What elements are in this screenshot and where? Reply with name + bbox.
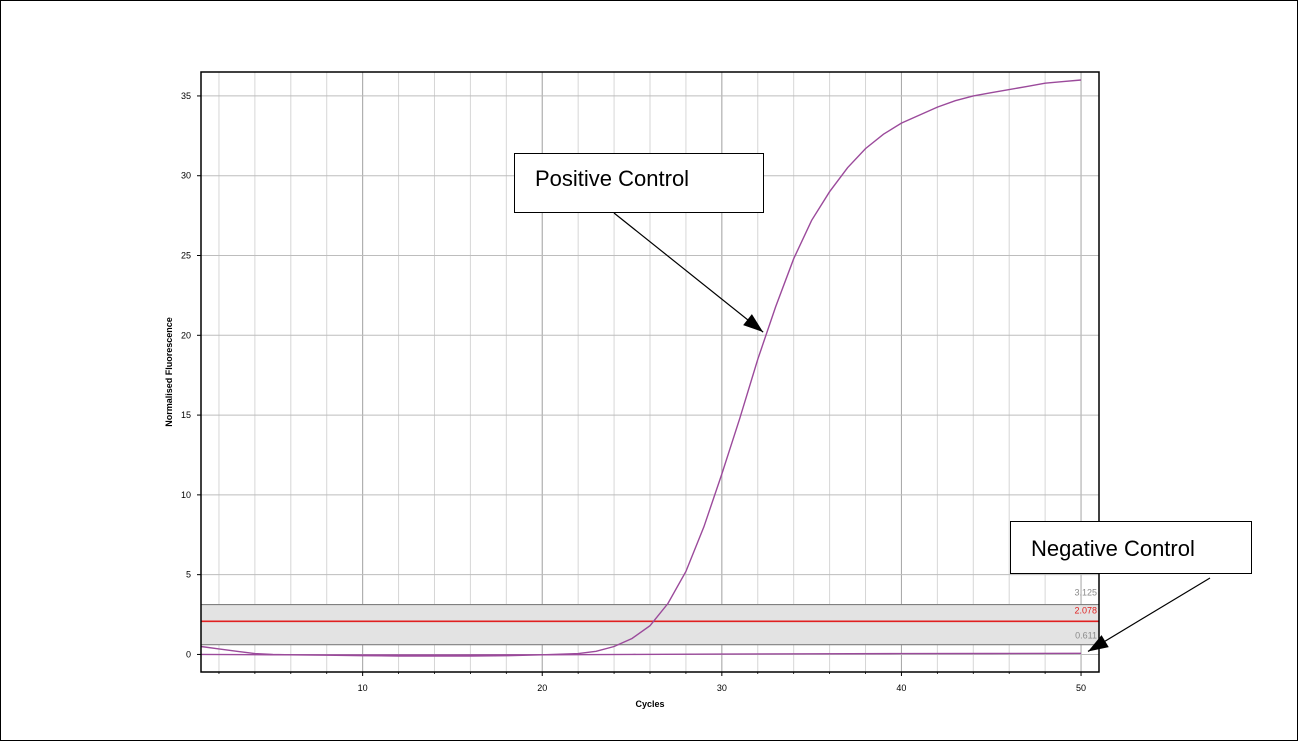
negative-control-arrow-head bbox=[1088, 635, 1109, 652]
negative-control-arrow-shaft bbox=[1087, 577, 1211, 652]
threshold-band-low-label: 0.611 bbox=[1075, 631, 1097, 641]
y-tick-label: 25 bbox=[181, 251, 191, 261]
positive-control-label: Positive Control bbox=[535, 166, 690, 191]
x-tick-label: 30 bbox=[717, 683, 727, 693]
series-line-negative-control bbox=[200, 652, 1082, 656]
y-axis-label: Normalised Fluorescence bbox=[164, 317, 174, 427]
x-tick-label: 50 bbox=[1076, 683, 1086, 693]
y-tick-label: 30 bbox=[181, 171, 191, 181]
y-tick-label: 0 bbox=[186, 649, 191, 659]
positive-control-callout: Positive Control bbox=[514, 153, 764, 213]
negative-control-callout: Negative Control bbox=[1010, 521, 1252, 574]
x-tick-label: 40 bbox=[896, 683, 906, 693]
y-tick-label: 5 bbox=[186, 570, 191, 580]
x-tick-label: 20 bbox=[537, 683, 547, 693]
series-line-positive-control bbox=[200, 79, 1082, 657]
threshold-line-label: 2.078 bbox=[1074, 605, 1097, 615]
axis-ticks: 10 20 30 40 50 0 5 10 15 20 25 30 35 bbox=[181, 91, 1086, 693]
positive-control-arrow-head bbox=[743, 314, 764, 333]
annotation-arrows bbox=[613, 212, 1211, 652]
y-tick-label: 20 bbox=[181, 330, 191, 340]
x-tick-label: 10 bbox=[358, 683, 368, 693]
positive-control-arrow-shaft bbox=[613, 212, 764, 333]
y-tick-label: 35 bbox=[181, 91, 191, 101]
threshold-band-high-label: 3.125 bbox=[1074, 588, 1097, 598]
series-layer bbox=[200, 79, 1082, 657]
y-tick-label: 15 bbox=[181, 410, 191, 420]
x-axis-label: Cycles bbox=[635, 699, 664, 709]
y-tick-label: 10 bbox=[181, 490, 191, 500]
negative-control-label: Negative Control bbox=[1031, 536, 1195, 561]
